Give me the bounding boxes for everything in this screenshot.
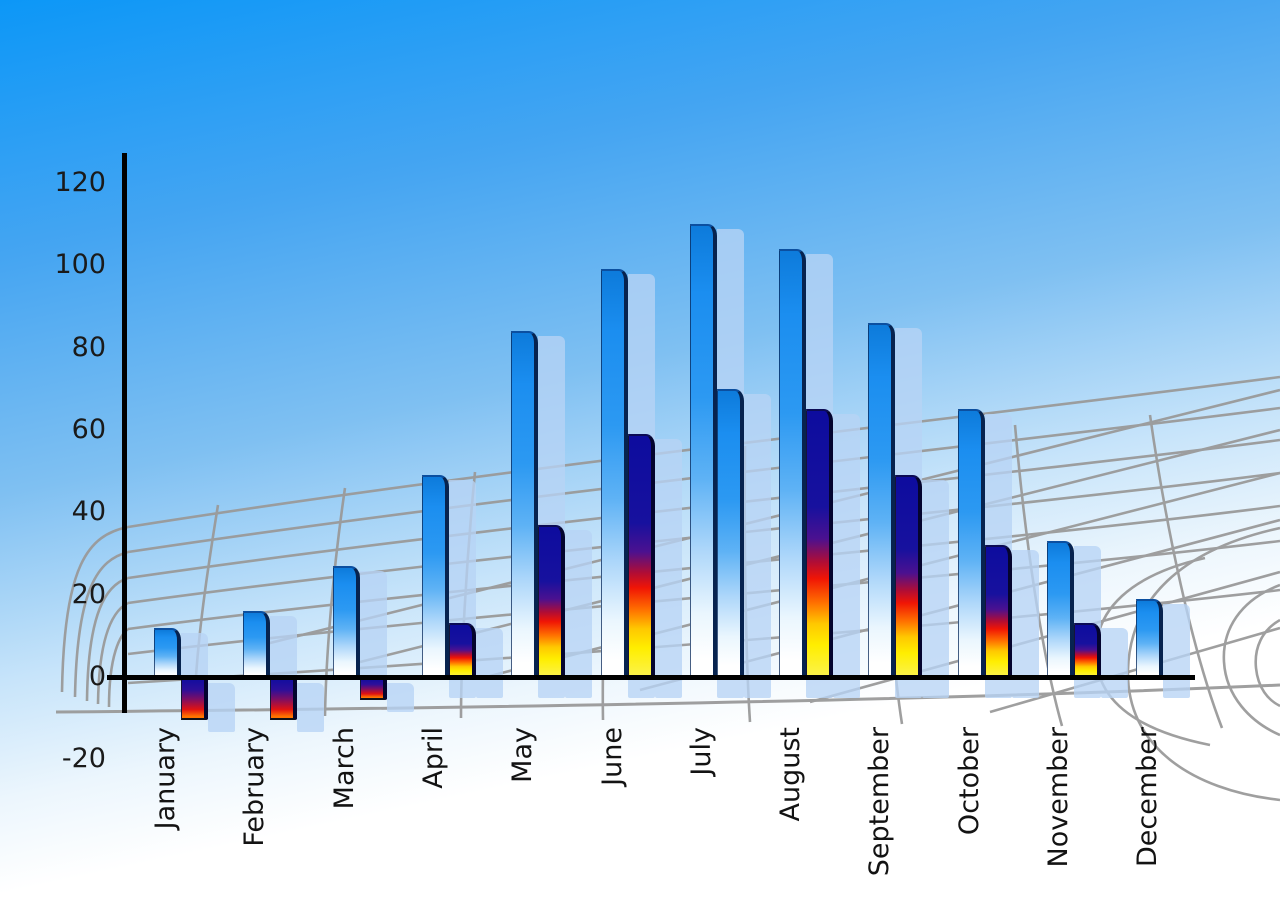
bar-shadow-secondary-august [833,414,861,698]
x-label-text-march: March [328,727,360,810]
x-label-text-december: December [1132,727,1164,868]
bar-secondary-november [1074,623,1101,677]
bar-secondary-august [806,409,834,677]
x-label-text-may: May [507,727,539,783]
bar-secondary-february [270,679,298,721]
bar-secondary-october [984,545,1012,677]
x-label-text-july: July [685,727,717,776]
y-tick-label-120: 120 [54,166,106,198]
y-tick-label-80: 80 [71,331,106,363]
bar-secondary-may [538,524,566,677]
bar-primary-july [689,224,717,677]
bar-secondary-july [716,388,744,677]
x-label-text-june: June [596,727,628,786]
bar-shadow-secondary-march [386,683,414,712]
bar-shadow-december [1163,603,1191,698]
y-tick-label--20: -20 [61,743,106,775]
bar-primary-january [154,627,181,677]
x-label-text-february: February [239,727,271,847]
bar-primary-december [1136,598,1164,677]
x-label-text-november: November [1043,727,1074,868]
bar-shadow-secondary-february [297,683,325,733]
bar-shadow-secondary-september [922,480,950,698]
bar-primary-november [1047,541,1074,677]
y-tick-label-20: 20 [71,578,106,610]
bar-shadow-secondary-july [743,393,771,698]
x-label-text-october: October [953,727,985,836]
bar-secondary-september [895,475,923,677]
bar-secondary-march [359,679,387,700]
bar-shadow-secondary-november [1101,628,1128,698]
bar-primary-february [243,611,271,677]
y-tick-label-0: 0 [88,661,106,692]
bar-primary-june [600,269,628,677]
bar-secondary-april [448,623,476,677]
bar-primary-august [779,248,807,677]
x-label-text-august: August [775,727,807,822]
bar-shadow-secondary-may [565,529,593,698]
bar-secondary-june [627,434,655,677]
x-label-text-january: January [150,727,181,830]
y-axis-line [122,153,127,713]
bar-primary-may [511,331,539,677]
bar-primary-march [332,565,360,677]
y-tick-label-100: 100 [54,249,106,281]
y-tick-label-60: 60 [71,413,106,445]
bar-primary-april [421,475,449,677]
bar-shadow-secondary-january [208,683,235,733]
y-tick-label-40: 40 [71,496,106,528]
bar-shadow-secondary-october [1011,550,1039,698]
x-label-text-september: September [864,727,896,877]
bar-primary-october [957,409,985,677]
bar-shadow-secondary-june [654,439,682,698]
bar-shadow-secondary-april [475,628,503,698]
bar-secondary-january [181,679,208,721]
bar-primary-september [868,322,896,677]
x-label-text-april: April [417,727,449,789]
x-axis-line [107,675,1195,680]
